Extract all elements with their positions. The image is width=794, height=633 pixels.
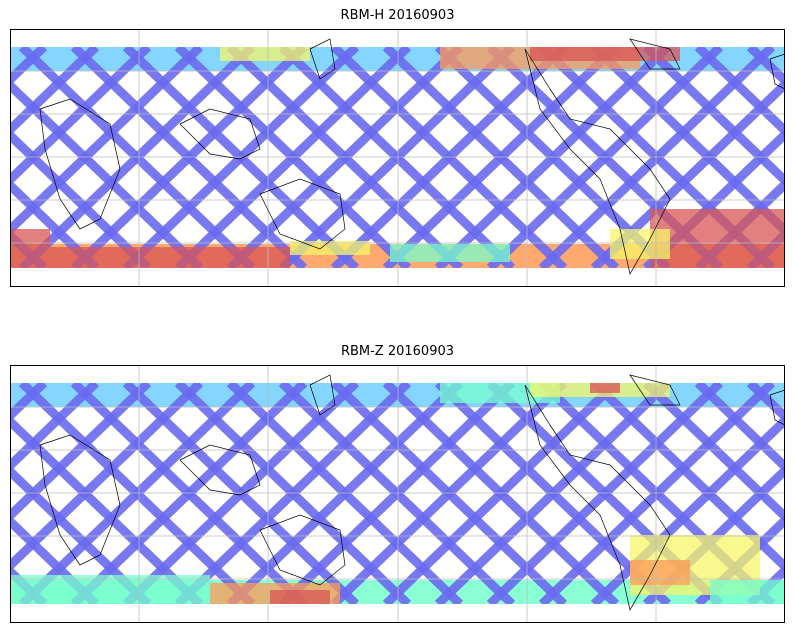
swath-value-patch [390, 244, 510, 262]
coastline [259, 178, 346, 250]
swath-value-patch [710, 580, 785, 604]
coastline [179, 108, 261, 160]
coastline [309, 38, 336, 80]
panel-title-rbm-z: RBM-Z 20160903 [340, 344, 455, 359]
map-frame [10, 29, 785, 287]
swath-value-patch [10, 229, 50, 268]
map-frame [10, 365, 785, 623]
swath-value-patch [220, 47, 310, 61]
map-panel-rbm-h [10, 29, 785, 287]
swath-value-patch [530, 47, 680, 61]
panel-title-rbm-h: RBM-H 20160903 [340, 8, 455, 23]
coastline [769, 389, 785, 426]
swath-ascending [694, 47, 785, 137]
swath-value-patch [650, 209, 785, 268]
coastline [179, 444, 261, 496]
map-panel-rbm-z [10, 365, 785, 623]
swath-value-patch [630, 560, 690, 585]
coastline [524, 48, 671, 275]
coastline [524, 384, 671, 611]
swath-value-patch [270, 590, 330, 604]
coastline [309, 374, 336, 416]
swath-layer [10, 47, 785, 268]
swath-layer [10, 383, 785, 604]
swath-value-patch [590, 383, 620, 393]
swath-value-patch [610, 229, 670, 259]
coastline [629, 374, 681, 406]
coastline [629, 38, 681, 70]
coastline [39, 98, 121, 230]
coastline [259, 514, 346, 586]
swath-value-patch [50, 247, 290, 268]
coastline [769, 53, 785, 90]
swath-ascending [694, 383, 785, 473]
swath-value-patch [290, 241, 370, 255]
swath-value-patch [10, 575, 210, 604]
coastline [39, 434, 121, 566]
